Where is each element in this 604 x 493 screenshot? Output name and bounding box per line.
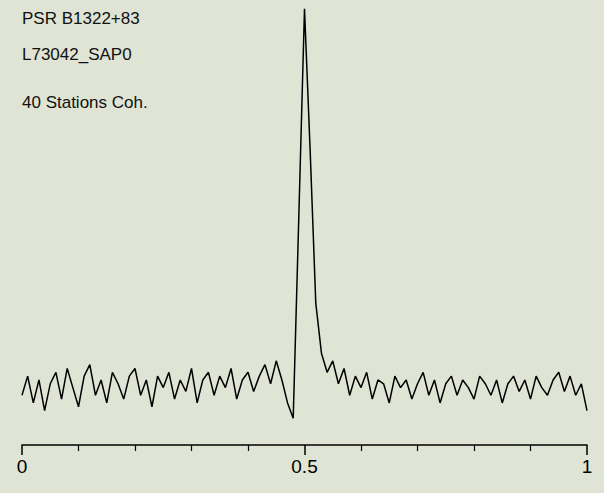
svg-text:40 Stations Coh.: 40 Stations Coh. — [22, 93, 148, 112]
svg-text:PSR B1322+83: PSR B1322+83 — [22, 9, 140, 28]
svg-text:0: 0 — [17, 456, 28, 477]
svg-text:0.5: 0.5 — [291, 456, 317, 477]
svg-text:L73042_SAP0: L73042_SAP0 — [22, 45, 132, 64]
svg-text:1: 1 — [582, 456, 593, 477]
